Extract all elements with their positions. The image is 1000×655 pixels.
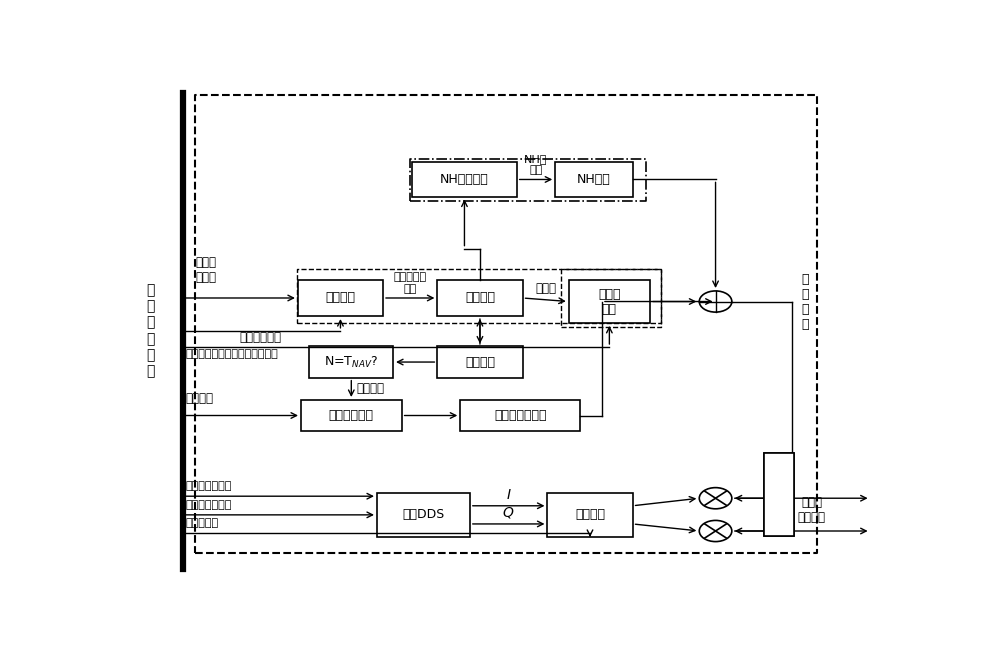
Bar: [301, 400, 402, 431]
Bar: [547, 493, 633, 537]
Text: 载波相位控制字: 载波相位控制字: [185, 500, 232, 510]
Text: 单通道
中频信号: 单通道 中频信号: [798, 496, 826, 523]
Text: 增益控制: 增益控制: [575, 508, 605, 521]
Bar: [764, 453, 794, 536]
Text: 码相位控制字: 码相位控制字: [240, 331, 282, 344]
Text: NH码
索引: NH码 索引: [524, 154, 548, 176]
Bar: [569, 280, 650, 323]
Text: $Q$: $Q$: [502, 505, 515, 520]
Text: 累加器溢出
标志: 累加器溢出 标志: [394, 272, 427, 294]
Text: 基
带
信
号: 基 带 信 号: [802, 272, 809, 331]
Text: 增益控制字: 增益控制字: [185, 519, 219, 529]
Text: 通
道
数
据
分
发: 通 道 数 据 分 发: [146, 283, 155, 379]
Bar: [298, 280, 383, 316]
Text: 载波DDS: 载波DDS: [402, 508, 444, 521]
Bar: [412, 162, 517, 196]
Text: 码频率
控制字: 码频率 控制字: [196, 256, 217, 284]
Bar: [460, 400, 580, 431]
Bar: [377, 493, 470, 537]
Text: 导航电文缓存: 导航电文缓存: [329, 409, 374, 422]
Text: 本频点码表及计数器状态机参数: 本频点码表及计数器状态机参数: [185, 350, 278, 360]
Text: 溢出计数: 溢出计数: [465, 356, 495, 369]
Text: 使能移位: 使能移位: [357, 383, 385, 395]
Text: 导航电文: 导航电文: [185, 392, 213, 405]
Bar: [437, 346, 523, 378]
Text: 码索引: 码索引: [535, 282, 556, 295]
Bar: [764, 453, 794, 536]
Text: 导航电文当前位: 导航电文当前位: [494, 409, 546, 422]
Text: 伪随机
码表: 伪随机 码表: [598, 288, 621, 316]
Text: N=T$_{NAV}$?: N=T$_{NAV}$?: [324, 354, 378, 369]
Text: NH码计数器: NH码计数器: [440, 173, 489, 186]
Bar: [309, 346, 393, 378]
Bar: [555, 162, 633, 196]
Text: 码计数器: 码计数器: [465, 291, 495, 305]
Text: NH码表: NH码表: [577, 173, 611, 186]
Bar: [437, 280, 523, 316]
Text: 载波频率控制字: 载波频率控制字: [185, 481, 232, 491]
Text: 码累加器: 码累加器: [325, 291, 355, 305]
Text: $I$: $I$: [506, 488, 511, 502]
